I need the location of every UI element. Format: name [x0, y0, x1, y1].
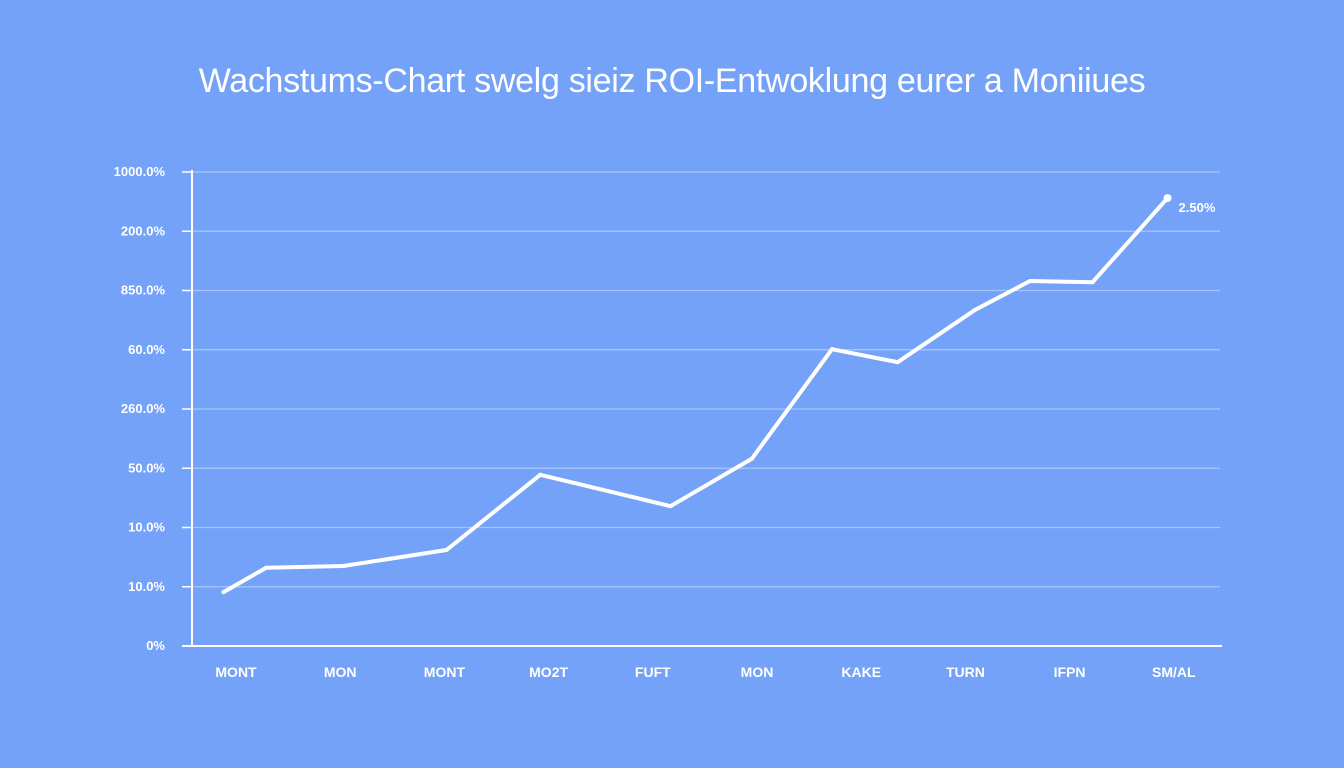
data-point: [538, 472, 543, 477]
y-tick-label: 0%: [146, 638, 165, 653]
data-point: [830, 347, 835, 352]
x-tick-label: MONT: [215, 664, 257, 680]
x-tick-label: MON: [741, 664, 774, 680]
data-label: 2.50%: [1179, 200, 1216, 215]
y-tick-label: 10.0%: [128, 579, 165, 594]
x-tick-label: TURN: [946, 664, 985, 680]
y-tick-label: 850.0%: [121, 283, 166, 298]
data-point: [749, 456, 754, 461]
y-tick-label: 200.0%: [121, 223, 166, 238]
data-point: [895, 360, 900, 365]
data-point: [1090, 280, 1095, 285]
y-tick-label: 1000.0%: [114, 164, 166, 179]
y-tick-label: 260.0%: [121, 401, 166, 416]
series-line: [221, 196, 1170, 595]
data-point: [972, 308, 977, 313]
data-point: [221, 590, 226, 595]
x-tick-label: MO2T: [529, 664, 568, 680]
data-point: [264, 565, 269, 570]
data-point: [341, 564, 346, 569]
chart-title: Wachstums-Chart swelg sieiz ROI-Entwoklu…: [198, 62, 1146, 100]
x-tick-label: FUFT: [635, 664, 671, 680]
y-tick-label: 50.0%: [128, 460, 165, 475]
data-point: [668, 504, 673, 509]
data-point: [1028, 279, 1033, 284]
data-point: [444, 548, 449, 553]
x-tick-label: SM/AL: [1152, 664, 1196, 680]
data-point: [1163, 194, 1172, 203]
x-tick-label: MONT: [424, 664, 466, 680]
y-tick-label: 10.0%: [128, 520, 165, 535]
y-tick-label: 60.0%: [128, 342, 165, 357]
x-tick-label: IFPN: [1054, 664, 1086, 680]
x-tick-label: MON: [324, 664, 357, 680]
x-tick-label: KAKE: [841, 664, 881, 680]
